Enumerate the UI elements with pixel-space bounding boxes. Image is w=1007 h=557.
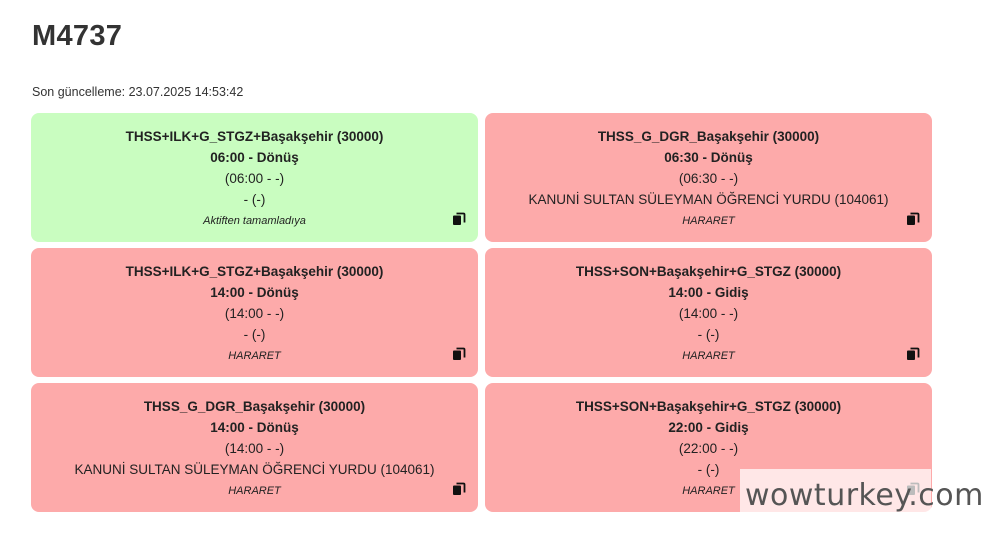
card-time: 14:00 - Gidiş xyxy=(668,285,749,300)
card-time: 14:00 - Dönüş xyxy=(210,420,299,435)
trip-card: THSS+ILK+G_STGZ+Başakşehir (30000) 06:00… xyxy=(31,113,478,242)
trip-card: THSS+ILK+G_STGZ+Başakşehir (30000) 14:00… xyxy=(31,248,478,377)
card-route: THSS_G_DGR_Başakşehir (30000) xyxy=(143,399,366,414)
card-route: THSS+SON+Başakşehir+G_STGZ (30000) xyxy=(575,399,842,414)
trip-card: THSS+SON+Başakşehir+G_STGZ (30000) 14:00… xyxy=(485,248,932,377)
copy-icon[interactable] xyxy=(906,346,920,360)
card-time: 14:00 - Dönüş xyxy=(210,285,299,300)
page-title: M4737 xyxy=(32,20,123,52)
trip-card: THSS+SON+Başakşehir+G_STGZ (30000) 22:00… xyxy=(485,383,932,512)
card-actual-time: (22:00 - -) xyxy=(678,441,739,456)
card-location: - (-) xyxy=(697,327,720,342)
card-route: THSS_G_DGR_Başakşehir (30000) xyxy=(597,129,820,144)
trip-card-grid: THSS+ILK+G_STGZ+Başakşehir (30000) 06:00… xyxy=(31,113,932,512)
card-actual-time: (14:00 - -) xyxy=(224,441,285,456)
last-updated-text: Son güncelleme: 23.07.2025 14:53:42 xyxy=(32,85,244,99)
card-route: THSS+ILK+G_STGZ+Başakşehir (30000) xyxy=(125,129,384,144)
card-status-note: HARARET xyxy=(682,215,735,227)
copy-icon[interactable] xyxy=(452,211,466,225)
watermark-backdrop xyxy=(740,469,931,529)
card-location: - (-) xyxy=(697,462,720,477)
card-status-note: HARARET xyxy=(228,485,281,497)
card-time: 06:30 - Dönüş xyxy=(664,150,753,165)
card-actual-time: (14:00 - -) xyxy=(678,306,739,321)
card-location: KANUNİ SULTAN SÜLEYMAN ÖĞRENCİ YURDU (10… xyxy=(528,192,889,207)
copy-icon[interactable] xyxy=(452,481,466,495)
watermark-text: wowturkey.com xyxy=(745,478,984,513)
card-location: - (-) xyxy=(243,327,266,342)
card-time: 06:00 - Dönüş xyxy=(210,150,299,165)
card-status-note: HARARET xyxy=(682,350,735,362)
copy-icon[interactable] xyxy=(906,211,920,225)
card-route: THSS+SON+Başakşehir+G_STGZ (30000) xyxy=(575,264,842,279)
card-time: 22:00 - Gidiş xyxy=(668,420,749,435)
card-location: - (-) xyxy=(243,192,266,207)
card-status-note: HARARET xyxy=(228,350,281,362)
copy-icon[interactable] xyxy=(452,346,466,360)
trip-card: THSS_G_DGR_Başakşehir (30000) 14:00 - Dö… xyxy=(31,383,478,512)
trip-card: THSS_G_DGR_Başakşehir (30000) 06:30 - Dö… xyxy=(485,113,932,242)
card-actual-time: (06:00 - -) xyxy=(224,171,285,186)
card-actual-time: (14:00 - -) xyxy=(224,306,285,321)
card-actual-time: (06:30 - -) xyxy=(678,171,739,186)
card-route: THSS+ILK+G_STGZ+Başakşehir (30000) xyxy=(125,264,384,279)
card-location: KANUNİ SULTAN SÜLEYMAN ÖĞRENCİ YURDU (10… xyxy=(74,462,435,477)
card-status-note: HARARET xyxy=(682,485,735,497)
card-status-note: Aktiften tamamladıya xyxy=(203,215,306,227)
